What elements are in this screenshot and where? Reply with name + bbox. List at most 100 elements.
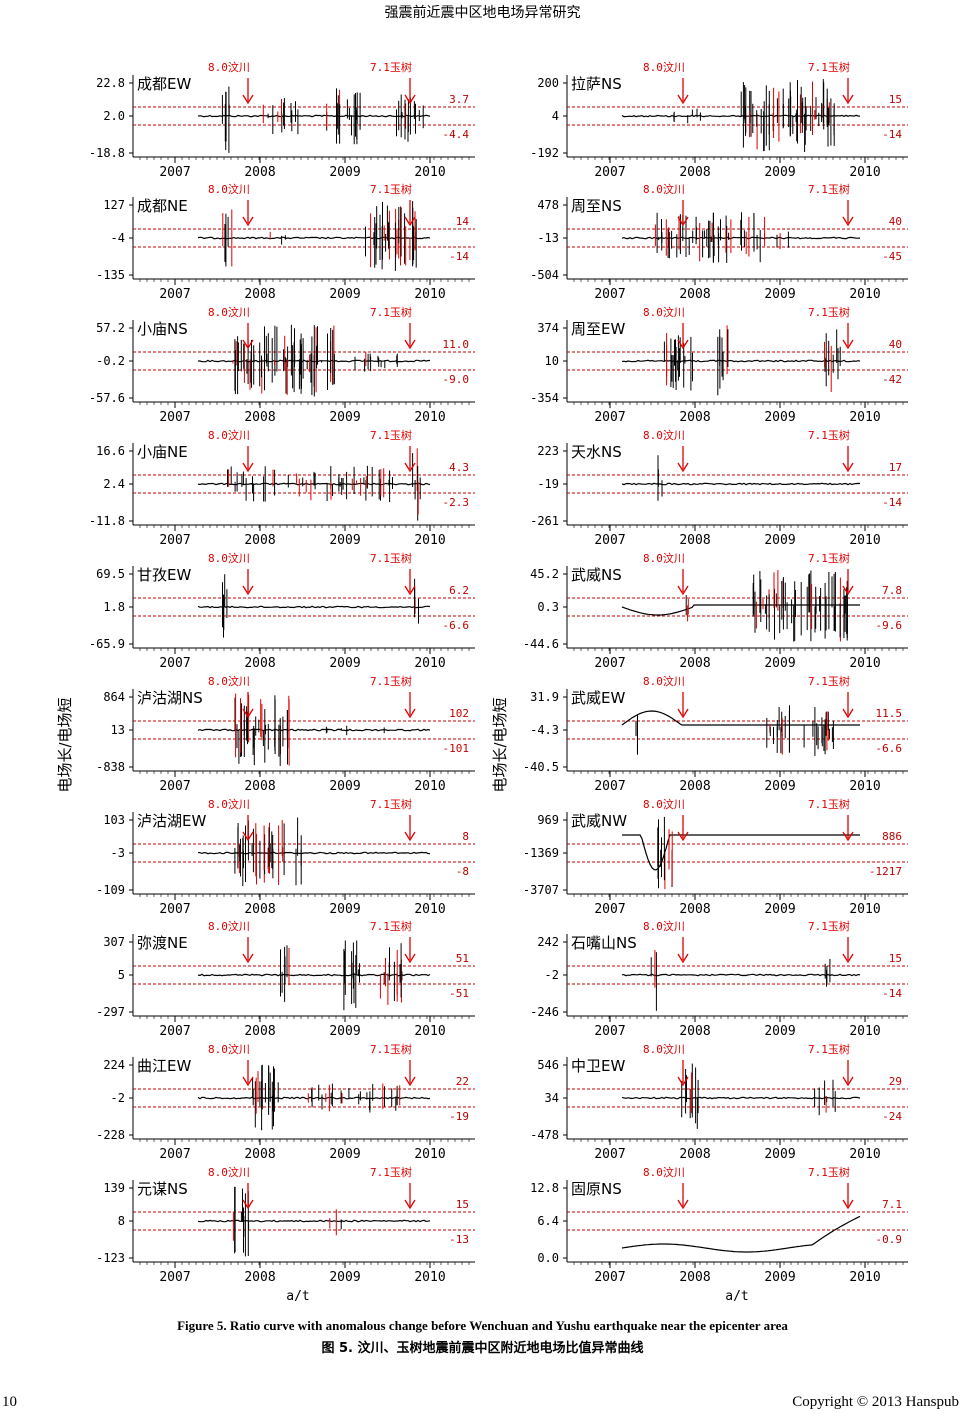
y-tick-label: 10	[545, 354, 559, 368]
upper-threshold-label: 102	[449, 707, 469, 720]
x-tick-label: 2010	[849, 410, 880, 425]
y-tick-label: -57.6	[89, 391, 125, 405]
lower-threshold-label: -0.9	[876, 1233, 903, 1246]
y-tick-label: 31.9	[530, 690, 559, 704]
panel-6: 864 13 -838 2007 2008 2009 2010 102 -101 泸沽湖NS 8.0…	[96, 674, 475, 794]
wenchuan-arrow-head	[242, 94, 254, 105]
x-tick-label: 2008	[679, 902, 710, 917]
yushu-quake-label: 7.1玉树	[808, 60, 850, 74]
wenchuan-quake-label: 8.0汶川	[208, 797, 250, 811]
y-tick-label: 6.4	[537, 1214, 559, 1228]
y-tick-label: 223	[537, 444, 559, 458]
wenchuan-arrow-head	[677, 708, 689, 719]
page-number: 10	[2, 1394, 17, 1410]
running-header: 强震前近震中区地电场异常研究	[384, 5, 581, 21]
station-label: 周至NS	[571, 197, 622, 215]
x-tick-label: 2010	[849, 779, 880, 794]
upper-threshold-label: 11.5	[876, 707, 903, 720]
upper-threshold-label: 29	[889, 1075, 902, 1088]
station-label: 元谋NS	[137, 1180, 188, 1198]
yushu-arrow-head	[404, 708, 416, 719]
upper-threshold-label: 40	[889, 215, 902, 228]
x-tick-label: 2009	[329, 1270, 360, 1285]
x-tick-label: 2009	[764, 1147, 795, 1162]
yushu-arrow-head	[404, 953, 416, 964]
x-tick-label: 2010	[849, 165, 880, 180]
yushu-quake-label: 7.1玉树	[370, 919, 412, 933]
x-tick-label: 2009	[764, 656, 795, 671]
station-label: 中卫EW	[571, 1057, 625, 1075]
wenchuan-quake-label: 8.0汶川	[208, 182, 250, 196]
x-tick-label: 2008	[679, 1147, 710, 1162]
y-tick-label: 1.8	[103, 600, 125, 614]
panel-13: 374 10 -354 2007 2008 2009 2010 40 -42 周至EW 8.0汶川 7…	[530, 305, 908, 425]
y-axis-title: 电场长/电场短	[56, 697, 74, 792]
x-tick-label: 2007	[159, 410, 190, 425]
upper-threshold-label: 11.0	[443, 338, 470, 351]
panel-18: 242 -2 -246 2007 2008 2009 2010 15 -14 石嘴山NS 8.0汶川…	[530, 919, 908, 1039]
wenchuan-quake-label: 8.0汶川	[208, 60, 250, 74]
wenchuan-quake-label: 8.0汶川	[643, 919, 685, 933]
y-tick-label: -2	[545, 968, 559, 982]
panel-2: 127 -4 -135 2007 2008 2009 2010 14 -14 成都NE 8.0汶川 7…	[96, 182, 475, 302]
wenchuan-arrow-head	[677, 585, 689, 596]
yushu-quake-label: 7.1玉树	[370, 674, 412, 688]
upper-threshold-label: 51	[456, 952, 469, 965]
x-tick-label: 2010	[414, 656, 445, 671]
y-tick-label: 4	[552, 109, 559, 123]
yushu-quake-label: 7.1玉树	[370, 1042, 412, 1056]
y-tick-label: 2.0	[103, 109, 125, 123]
wenchuan-arrow-head	[677, 831, 689, 842]
yushu-arrow-head	[404, 585, 416, 596]
yushu-quake-label: 7.1玉树	[370, 551, 412, 565]
upper-threshold-label: 6.2	[449, 584, 469, 597]
lower-threshold-label: -51	[449, 987, 469, 1000]
upper-threshold-label: 4.3	[449, 461, 469, 474]
x-tick-label: 2010	[849, 1270, 880, 1285]
panel-5: 69.5 1.8 -65.9 2007 2008 2009 2010 6.2 -6.6 甘孜EW 8…	[89, 551, 475, 671]
panel-12: 478 -13 -504 2007 2008 2009 2010 40 -45 周至NS 8.0汶川…	[530, 182, 908, 302]
y-tick-label: -246	[530, 1005, 559, 1019]
y-tick-label: -11.8	[89, 514, 125, 528]
x-tick-label: 2010	[849, 533, 880, 548]
x-tick-label: 2009	[329, 779, 360, 794]
lower-threshold-label: -2.3	[443, 496, 470, 509]
upper-threshold-label: 17	[889, 461, 902, 474]
y-tick-label: 546	[537, 1058, 559, 1072]
x-tick-label: 2009	[764, 533, 795, 548]
yushu-quake-label: 7.1玉树	[808, 551, 850, 565]
station-label: 武威NS	[571, 566, 622, 584]
baseline-trace	[621, 1215, 861, 1253]
yushu-arrow-head	[404, 1076, 416, 1087]
yushu-quake-label: 7.1玉树	[370, 797, 412, 811]
baseline-trace	[197, 236, 431, 240]
y-tick-label: -3707	[523, 883, 559, 897]
baseline-trace	[197, 1096, 431, 1100]
wenchuan-quake-label: 8.0汶川	[643, 797, 685, 811]
wenchuan-arrow-head	[677, 1199, 689, 1210]
x-tick-label: 2009	[329, 1147, 360, 1162]
yushu-quake-label: 7.1玉树	[808, 182, 850, 196]
x-tick-label: 2008	[679, 165, 710, 180]
x-tick-label: 2008	[679, 779, 710, 794]
yushu-quake-label: 7.1玉树	[370, 428, 412, 442]
panel-3: 57.2 -0.2 -57.6 2007 2008 2009 2010 11.0 -9.0 小庙N…	[89, 305, 475, 425]
y-tick-label: -228	[96, 1128, 125, 1142]
panel-11: 200 4 -192 2007 2008 2009 2010 15 -14 拉萨NS 8.0汶川 7.…	[530, 60, 908, 180]
wenchuan-quake-label: 8.0汶川	[643, 674, 685, 688]
y-tick-label: 103	[103, 813, 125, 827]
upper-threshold-label: 7.1	[882, 1198, 902, 1211]
y-tick-label: 969	[537, 813, 559, 827]
x-tick-label: 2007	[159, 165, 190, 180]
wenchuan-arrow-head	[242, 831, 254, 842]
y-tick-label: 2.4	[103, 477, 125, 491]
y-tick-label: 307	[103, 935, 125, 949]
yushu-arrow-head	[404, 462, 416, 473]
baseline-trace	[621, 1096, 861, 1100]
lower-threshold-label: -14	[882, 128, 902, 141]
y-tick-label: 0.0	[537, 1251, 559, 1265]
x-tick-label: 2009	[329, 287, 360, 302]
x-tick-label: 2008	[244, 533, 275, 548]
x-tick-label: 2008	[244, 1147, 275, 1162]
